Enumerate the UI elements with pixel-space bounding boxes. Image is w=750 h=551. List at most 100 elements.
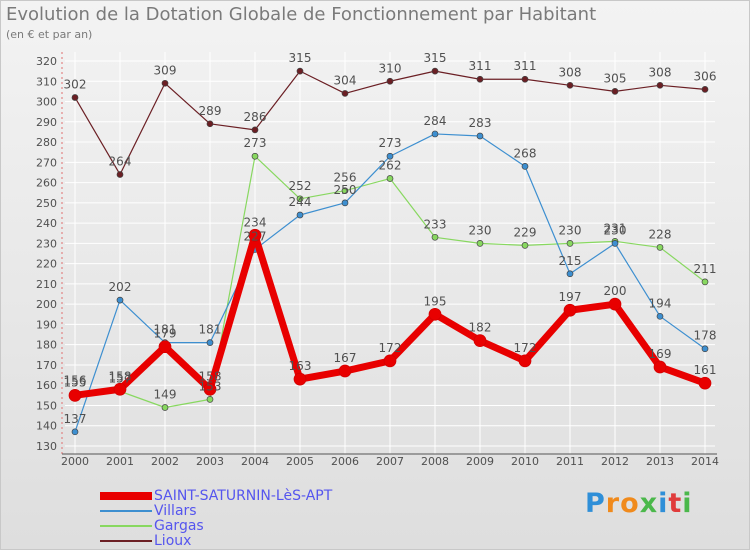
series-point-3 xyxy=(698,376,712,390)
y-tick-label: 150 xyxy=(36,399,57,412)
data-label-2: 250 xyxy=(334,183,357,197)
legend-label-villars: Villars xyxy=(154,503,197,519)
data-label-3: 179 xyxy=(154,327,177,341)
logo-letter: P xyxy=(585,488,606,519)
data-label-2: 284 xyxy=(424,114,447,128)
data-label-0: 286 xyxy=(244,110,267,124)
series-point-0 xyxy=(431,67,439,75)
series-point-2 xyxy=(116,296,124,304)
series-point-3 xyxy=(518,354,532,368)
data-label-3: 195 xyxy=(424,294,447,308)
series-point-0 xyxy=(521,75,529,83)
series-point-2 xyxy=(476,132,484,140)
data-label-2: 137 xyxy=(64,412,87,426)
data-label-3: 158 xyxy=(109,369,132,383)
series-point-1 xyxy=(296,195,304,203)
data-label-2: 181 xyxy=(199,323,222,337)
logo-letter: i xyxy=(682,488,693,519)
data-label-0: 310 xyxy=(379,61,402,75)
x-tick-label: 2010 xyxy=(511,455,539,468)
series-point-1 xyxy=(701,278,709,286)
legend-swatch-lioux xyxy=(100,540,152,542)
x-tick-label: 2013 xyxy=(646,455,674,468)
legend-swatch-gargas xyxy=(100,525,152,527)
data-label-0: 264 xyxy=(109,154,132,168)
data-label-0: 311 xyxy=(469,59,492,73)
logo-letter: t xyxy=(668,488,683,519)
series-point-0 xyxy=(296,67,304,75)
data-label-1: 153 xyxy=(199,379,222,393)
logo-letter: r xyxy=(605,488,621,519)
data-label-1: 149 xyxy=(154,388,177,402)
series-point-2 xyxy=(341,199,349,207)
series-point-2 xyxy=(566,270,574,278)
series-point-2 xyxy=(386,152,394,160)
x-tick-label: 2006 xyxy=(331,455,359,468)
data-label-2: 181 xyxy=(154,323,177,337)
data-label-1: 252 xyxy=(289,179,312,193)
data-label-2: 244 xyxy=(289,195,312,209)
series-point-2 xyxy=(71,428,79,436)
logo-letter: i xyxy=(658,488,669,519)
y-tick-label: 260 xyxy=(36,177,57,190)
data-label-0: 308 xyxy=(649,65,672,79)
series-point-1 xyxy=(521,242,529,249)
data-label-2: 215 xyxy=(559,254,582,268)
data-label-1: 262 xyxy=(379,159,402,173)
x-tick-label: 2014 xyxy=(691,455,719,468)
series-point-1 xyxy=(161,404,169,411)
y-tick-label: 290 xyxy=(36,116,57,129)
y-tick-label: 210 xyxy=(36,278,57,291)
data-label-0: 308 xyxy=(559,65,582,79)
y-tick-label: 200 xyxy=(36,298,57,311)
data-label-0: 306 xyxy=(694,69,717,83)
data-label-0: 315 xyxy=(424,51,447,65)
chart-subtitle: (en € et par an) xyxy=(6,28,93,41)
series-point-0 xyxy=(476,75,484,83)
series-point-0 xyxy=(161,79,169,87)
series-point-2 xyxy=(296,211,304,219)
series-point-0 xyxy=(611,88,619,95)
logo-letter: x xyxy=(639,488,659,519)
x-tick-label: 2012 xyxy=(601,455,629,468)
data-label-0: 304 xyxy=(334,73,357,87)
y-tick-label: 190 xyxy=(36,318,57,331)
data-label-3: 234 xyxy=(244,215,267,229)
data-label-1: 230 xyxy=(559,223,582,237)
series-point-0 xyxy=(206,120,214,128)
data-label-3: 172 xyxy=(514,341,537,355)
series-point-2 xyxy=(701,345,709,353)
data-label-2: 194 xyxy=(649,296,672,310)
x-tick-label: 2003 xyxy=(196,455,224,468)
chart-title: Evolution de la Dotation Globale de Fonc… xyxy=(6,4,597,25)
data-label-1: 229 xyxy=(514,225,537,239)
legend-label-lioux: Lioux xyxy=(154,533,192,549)
data-label-2: 230 xyxy=(604,223,627,237)
data-label-3: 200 xyxy=(604,284,627,298)
data-label-2: 268 xyxy=(514,146,537,160)
data-label-1: 233 xyxy=(424,217,447,231)
series-point-1 xyxy=(386,175,394,182)
series-point-0 xyxy=(566,81,574,89)
series-point-1 xyxy=(476,240,484,247)
y-tick-label: 240 xyxy=(36,217,57,230)
x-tick-label: 2004 xyxy=(241,455,269,468)
series-point-2 xyxy=(611,240,619,247)
y-tick-label: 320 xyxy=(36,55,57,68)
series-point-1 xyxy=(251,152,259,160)
data-label-3: 167 xyxy=(334,351,357,365)
series-point-2 xyxy=(431,130,439,138)
legend-swatch-saint-saturnin xyxy=(100,492,152,500)
series-point-1 xyxy=(566,240,574,247)
series-point-1 xyxy=(431,233,439,241)
series-point-3 xyxy=(248,228,262,242)
series-point-3 xyxy=(563,303,577,317)
x-tick-label: 2002 xyxy=(151,455,179,468)
data-label-3: 197 xyxy=(559,290,582,304)
data-label-1: 230 xyxy=(469,223,492,237)
y-tick-label: 300 xyxy=(36,96,57,109)
series-point-3 xyxy=(203,382,217,396)
x-tick-label: 2009 xyxy=(466,455,494,468)
data-label-2: 178 xyxy=(694,329,717,343)
legend-label-gargas: Gargas xyxy=(154,518,204,534)
